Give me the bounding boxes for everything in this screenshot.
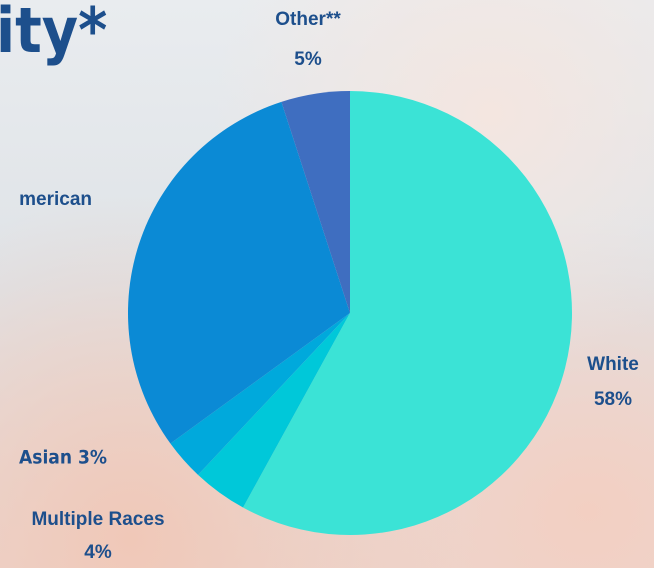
value-label: 58% bbox=[594, 389, 632, 410]
value-label: 3% bbox=[78, 447, 107, 469]
slice-label: merican bbox=[19, 189, 92, 210]
slice-label: Multiple Races bbox=[31, 509, 164, 530]
value-label: 4% bbox=[84, 542, 112, 563]
chart-title: ity* bbox=[0, 0, 107, 67]
value-label: 5% bbox=[294, 49, 322, 70]
slice-label: Other** bbox=[275, 9, 341, 30]
chart: ity* White 58% Multiple Races 4% Asian 3% meri… bbox=[0, 0, 654, 568]
page: ity* White 58% Multiple Races 4% Asian 3% meri… bbox=[0, 0, 654, 568]
slice-label: Asian bbox=[19, 447, 72, 469]
slice-label: White bbox=[587, 354, 639, 375]
